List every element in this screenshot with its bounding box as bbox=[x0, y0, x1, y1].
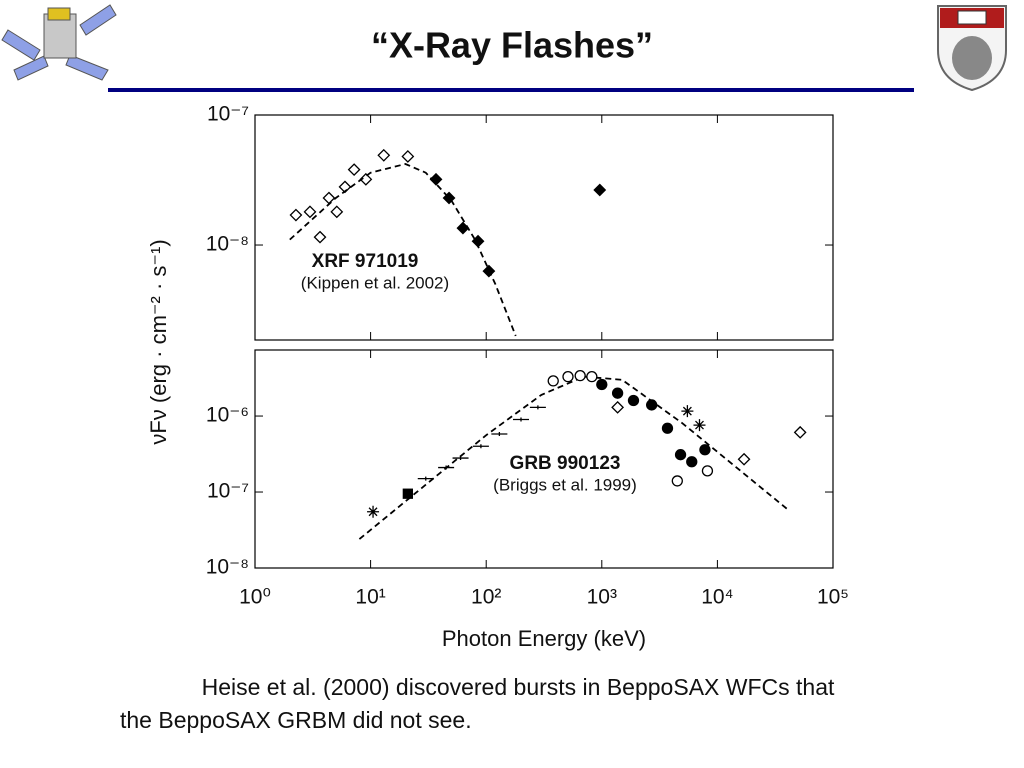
x-tick-label: 10³ bbox=[587, 586, 617, 609]
y-tick-label: 10⁻⁷ bbox=[207, 480, 249, 503]
circle-point bbox=[701, 465, 714, 477]
plot-frame bbox=[254, 349, 834, 569]
caption-line: the BeppoSAX GRBM did not see. bbox=[120, 707, 472, 733]
dash-point bbox=[417, 476, 434, 481]
x-tick-label: 10² bbox=[471, 586, 501, 609]
diamond-point bbox=[289, 208, 303, 222]
plots: 10⁻⁸ 10⁻⁷ νFν (erg · cm⁻² · s⁻¹) XRF 971019… bbox=[146, 103, 849, 651]
dash-point bbox=[438, 465, 455, 470]
cross-point bbox=[367, 505, 380, 518]
circle-point bbox=[627, 394, 640, 407]
x-axis-label: Photon Energy (keV) bbox=[442, 626, 646, 651]
circle-point bbox=[674, 449, 687, 461]
diamond-point bbox=[322, 191, 336, 205]
x-tick-label: 10⁴ bbox=[701, 586, 733, 609]
diamond-point bbox=[593, 183, 607, 197]
annotation: XRF 971019 bbox=[312, 251, 419, 272]
circle-point bbox=[547, 375, 559, 387]
x-tick-label: 10⁰ bbox=[239, 586, 271, 609]
model-curve bbox=[289, 163, 517, 337]
circle-point bbox=[671, 475, 683, 487]
y-axis-label: νFν (erg · cm⁻² · s⁻¹) bbox=[146, 239, 171, 444]
dash-point bbox=[491, 432, 508, 437]
dash-point bbox=[452, 456, 469, 461]
shield-logo bbox=[937, 5, 1007, 92]
y-tick-label: 10⁻⁸ bbox=[206, 233, 249, 256]
diamond-point bbox=[303, 205, 317, 219]
y-tick-label: 10⁻⁶ bbox=[206, 404, 249, 427]
circle-point bbox=[686, 456, 698, 468]
plot-frame bbox=[254, 114, 834, 341]
caption-line: Heise et al. (2000) discovered bursts in… bbox=[202, 674, 835, 700]
circle-point bbox=[646, 399, 658, 411]
y-tick-label: 10⁻⁸ bbox=[206, 556, 249, 579]
x-tick-label: 10⁵ bbox=[817, 586, 849, 609]
slide-title: “X-Ray Flashes” bbox=[371, 25, 653, 66]
satellite-logo bbox=[1, 4, 117, 81]
diamond-point bbox=[330, 205, 344, 219]
circle-point bbox=[562, 370, 574, 383]
dash-point bbox=[472, 444, 489, 449]
diamond-point bbox=[377, 148, 391, 162]
circle-point bbox=[661, 422, 674, 434]
dash-point bbox=[512, 417, 529, 422]
cross-point bbox=[693, 419, 706, 432]
diamond-point bbox=[313, 230, 327, 244]
y-tick-label: 10⁻⁷ bbox=[207, 103, 249, 126]
diamond-point bbox=[456, 221, 470, 235]
circle-point bbox=[596, 378, 608, 391]
circle-point bbox=[611, 387, 624, 399]
circle-point bbox=[574, 370, 586, 382]
dash-point bbox=[529, 405, 546, 410]
diamond-point bbox=[611, 400, 625, 414]
circle-point bbox=[586, 370, 598, 383]
diamond-point bbox=[401, 150, 415, 163]
diamond-point bbox=[347, 163, 361, 177]
diamond-point bbox=[737, 452, 751, 466]
x-tick-label: 10¹ bbox=[355, 586, 385, 609]
circle-point bbox=[699, 444, 711, 456]
annotation: GRB 990123 bbox=[510, 453, 621, 474]
square-point bbox=[402, 488, 413, 499]
cross-point bbox=[681, 405, 694, 418]
diamond-point bbox=[359, 172, 373, 186]
annotation: (Kippen et al. 2002) bbox=[301, 273, 449, 292]
model-curve bbox=[358, 375, 788, 540]
annotation: (Briggs et al. 1999) bbox=[493, 475, 637, 494]
diamond-point bbox=[793, 425, 807, 439]
